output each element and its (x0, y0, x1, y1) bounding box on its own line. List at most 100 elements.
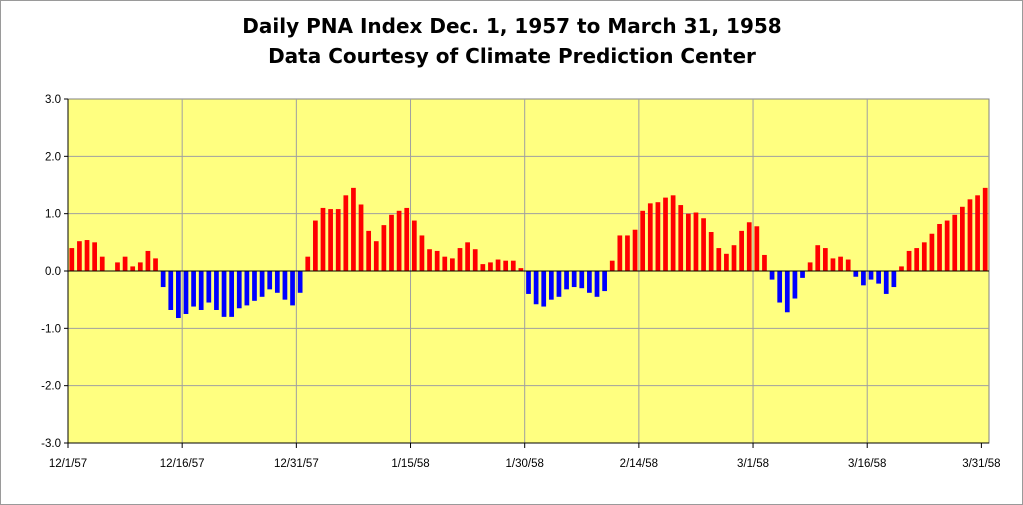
bar-positive (685, 213, 691, 271)
bar-positive (731, 245, 737, 271)
bar-positive (693, 212, 699, 271)
bar-positive (480, 264, 486, 271)
bar-positive (632, 229, 638, 271)
y-tick-label: 3.0 (45, 94, 61, 106)
bar-negative (769, 271, 775, 280)
bar-negative (267, 271, 273, 290)
bar-negative (784, 271, 790, 313)
x-tick-label: 3/16/58 (848, 458, 886, 470)
bar-negative (853, 271, 859, 277)
bar-positive (84, 240, 90, 271)
bar-positive (921, 242, 927, 271)
bar-positive (830, 258, 836, 271)
y-tick-label: 1.0 (45, 209, 61, 221)
bar-positive (366, 230, 372, 271)
bar-positive (807, 262, 813, 271)
bar-positive (899, 266, 904, 271)
bar-positive (982, 187, 988, 271)
bar-positive (906, 250, 912, 271)
bar-positive (358, 204, 364, 271)
bar-positive (617, 235, 623, 271)
bar-negative (297, 271, 303, 293)
bar-negative (160, 271, 166, 288)
bar-positive (503, 260, 509, 271)
bar-positive (389, 214, 394, 271)
bar-negative (602, 271, 607, 292)
bar-positive (427, 249, 432, 271)
bar-positive (137, 262, 143, 271)
bar-positive (716, 248, 722, 271)
bar-positive (488, 262, 493, 271)
bar-positive (465, 242, 470, 271)
bar-positive (929, 233, 935, 271)
bar-positive (724, 253, 729, 271)
bar-positive (701, 218, 706, 271)
bar-negative (206, 271, 212, 303)
bar-negative (274, 271, 280, 293)
bar-positive (373, 241, 379, 271)
bar-positive (69, 248, 75, 271)
bar-positive (609, 260, 615, 271)
x-tick-label: 3/1/58 (737, 458, 769, 470)
x-tick-label: 12/1/57 (49, 458, 87, 470)
bar-positive (815, 245, 821, 271)
bar-positive (381, 225, 387, 271)
y-tick-label: 0.0 (45, 266, 61, 278)
bar-negative (221, 271, 227, 317)
bar-negative (571, 271, 577, 288)
y-tick-label: 2.0 (45, 151, 61, 163)
bar-positive (655, 202, 661, 271)
y-tick-label: -3.0 (41, 438, 61, 450)
bar-positive (472, 249, 478, 271)
bar-negative (533, 271, 539, 305)
bar-negative (176, 271, 181, 319)
bar-positive (130, 266, 136, 271)
bar-positive (320, 207, 326, 271)
bar-negative (861, 271, 866, 286)
bar-positive (647, 203, 653, 271)
bar-negative (777, 271, 783, 303)
bar-negative (183, 271, 189, 314)
bar-positive (99, 256, 105, 271)
bar-negative (229, 271, 235, 317)
bar-negative (526, 271, 531, 294)
bar-positive (450, 258, 455, 271)
bar-negative (214, 271, 219, 310)
bar-positive (663, 197, 668, 271)
y-tick-label: -1.0 (41, 323, 61, 335)
bar-positive (305, 256, 311, 271)
bar-negative (541, 271, 547, 307)
bar-negative (252, 271, 257, 301)
bar-negative (244, 271, 250, 306)
bar-positive (122, 256, 128, 271)
bar-positive (625, 235, 630, 271)
bar-positive (952, 214, 958, 271)
bar-positive (510, 260, 516, 271)
y-tick-label: -2.0 (41, 381, 61, 393)
x-tick-label: 3/31/58 (962, 458, 1000, 470)
bar-positive (351, 187, 356, 271)
bar-negative (792, 271, 798, 299)
bar-negative (594, 271, 600, 297)
x-tick-label: 12/16/57 (160, 458, 205, 470)
bar-positive (457, 248, 463, 271)
chart-subtitle: Data Courtesy of Climate Prediction Cent… (268, 44, 756, 68)
bar-positive (343, 195, 349, 271)
bar-positive (396, 210, 402, 271)
bar-positive (967, 199, 973, 271)
bar-negative (282, 271, 288, 300)
bar-positive (838, 256, 843, 271)
bar-positive (746, 222, 752, 271)
bar-positive (404, 207, 410, 271)
bar-positive (975, 195, 980, 271)
y-axis: 3.0 2.0 1.0 0.0 -1.0 -2.0 -3.0 (41, 94, 69, 450)
x-axis: 12/1/57 12/16/57 12/31/57 1/15/58 1/30/58 2/1… (49, 270, 1001, 470)
bar-positive (670, 195, 676, 271)
bar-positive (960, 206, 965, 271)
bar-negative (868, 271, 874, 280)
x-tick-label: 2/14/58 (620, 458, 658, 470)
bar-negative (259, 271, 265, 297)
bar-positive (115, 262, 120, 271)
